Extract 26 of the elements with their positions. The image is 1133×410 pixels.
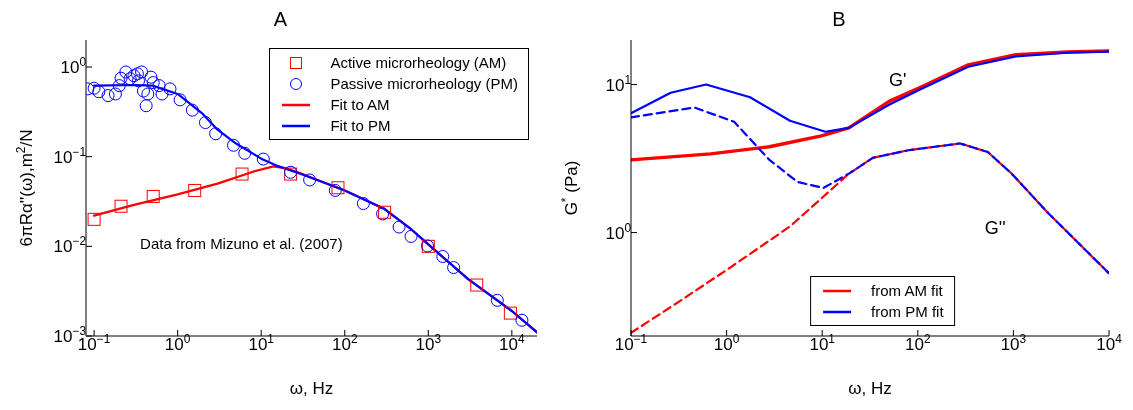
x-tick-label: 10$^{4}$ [499,332,525,354]
y-tick-label: 10$^{−1}$ [53,144,87,167]
annotation: Data from Mizuno et al. (2007) [140,235,343,253]
x-tick-label: 10$^{4}$ [1096,332,1123,354]
x-tick-label: 10$^{2}$ [331,332,358,354]
chart-title: A [272,8,289,32]
y-tick-label: 10$^{−2}$ [53,234,87,257]
legend-label: Passive microrheology (PM) [330,75,518,92]
legend-label: Fit to AM [330,96,390,113]
annotation: G' [889,69,907,91]
legend-label: Active microrheology (AM) [330,54,507,71]
x-axis-title: ω, Hz [289,379,334,398]
chart-title: B [831,8,847,32]
legend-label: Fit to PM [330,117,391,134]
legend-label: from PM fit [871,303,944,320]
x-tick-label: 10$^{3}$ [1000,332,1027,354]
annotation: G'' [984,217,1006,239]
x-axis-title: ω, Hz [848,379,892,398]
x-tick-label: 10$^{0}$ [164,332,191,354]
x-tick-label: 10$^{3}$ [415,332,442,354]
x-tick-label: 10$^{0}$ [713,332,740,354]
x-tick-label: 10$^{1}$ [248,332,275,354]
x-tick-label: 10$^{2}$ [905,332,931,354]
legend-label: from AM fit [871,282,943,299]
x-tick-label: 10$^{1}$ [809,332,836,354]
y-tick-label: 10$^{0}$ [60,54,87,77]
